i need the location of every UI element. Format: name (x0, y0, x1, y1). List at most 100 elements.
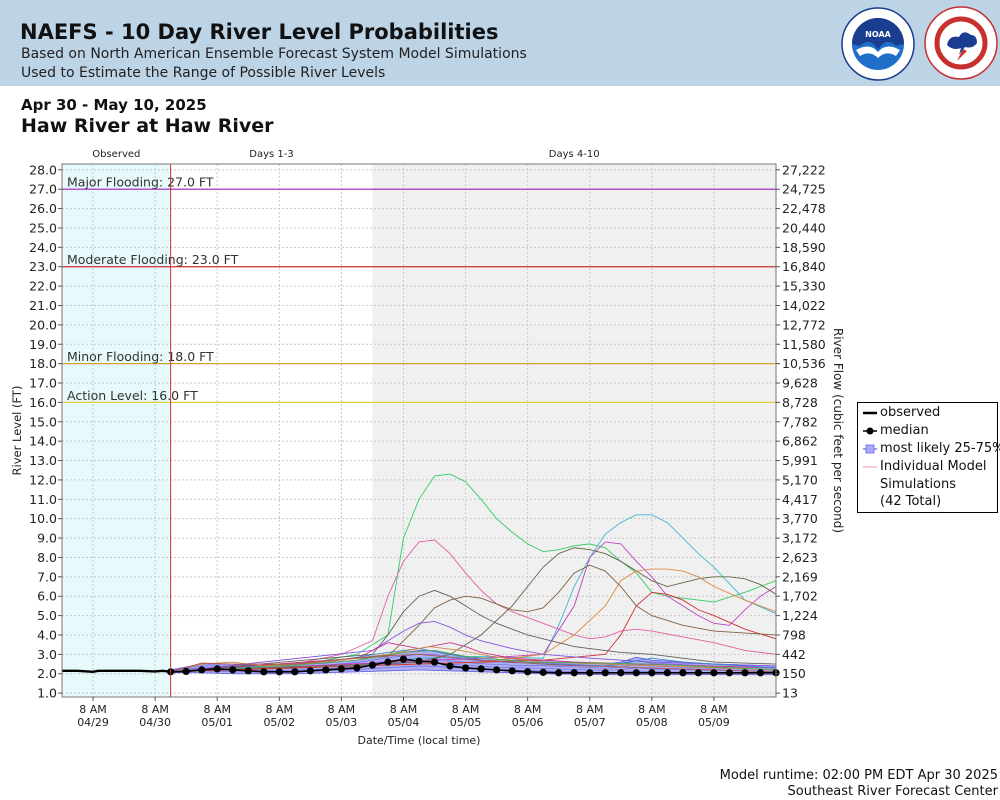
nws-logo-icon (924, 6, 998, 80)
observed-line-icon (863, 411, 877, 415)
median-point (555, 669, 563, 677)
y-axis-title: River Level (FT) (10, 386, 24, 476)
simulation-line (170, 473, 777, 673)
legend-label-individual-1: Individual Model (880, 459, 987, 474)
simulation-line (170, 589, 777, 673)
x-tick-date: 05/05 (450, 716, 482, 729)
flow-tick-label: 11,580 (782, 337, 826, 352)
y-tick-label: 3.0 (37, 647, 57, 662)
flow-tick-label: 1,224 (782, 608, 818, 623)
simulation-line (170, 539, 777, 673)
y-tick-label: 14.0 (29, 434, 57, 449)
median-point (539, 668, 547, 676)
y-tick-label: 6.0 (37, 589, 57, 604)
plot-border (61, 163, 777, 698)
flow-tick-label: 8,728 (782, 395, 818, 410)
x-tick-date: 05/07 (574, 716, 606, 729)
median-point (617, 669, 625, 677)
simulation-line (170, 547, 777, 673)
median-point (415, 657, 423, 665)
x-tick-date: 05/06 (512, 716, 544, 729)
legend-label-individual-3: (42 Total) (880, 494, 942, 509)
threshold-label: Moderate Flooding: 23.0 FT (67, 252, 239, 267)
threshold-label: Minor Flooding: 18.0 FT (67, 349, 214, 364)
flow-tick-label: 150 (782, 666, 806, 681)
y-tick-label: 2.0 (37, 666, 57, 681)
flow-tick-label: 27,222 (782, 162, 826, 177)
median-point (648, 669, 656, 677)
median-series (167, 655, 780, 677)
plot-frame (61, 163, 777, 698)
simulation-line (170, 653, 777, 673)
section-label: Days 4-10 (549, 149, 600, 160)
likely-band-icon (863, 444, 877, 454)
x-tick-time: 8 AM (514, 703, 542, 716)
median-point (244, 667, 252, 675)
y-tick-label: 22.0 (29, 279, 57, 294)
x-tick-time: 8 AM (390, 703, 418, 716)
y-tick-label: 19.0 (29, 337, 57, 352)
median-point (306, 667, 314, 675)
subtitle-purpose: Used to Estimate the Range of Possible R… (21, 65, 386, 81)
individual-line-icon (863, 466, 877, 468)
threshold-label: Major Flooding: 27.0 FT (67, 175, 214, 190)
median-point (632, 669, 640, 677)
median-point (570, 669, 578, 677)
legend-label-individual-2: Simulations (880, 477, 957, 492)
flow-tick-label: 16,840 (782, 259, 826, 274)
simulation-line (170, 591, 777, 673)
median-point (601, 669, 609, 677)
y-tick-label: 27.0 (29, 182, 57, 197)
median-point (725, 669, 734, 677)
median-point (322, 666, 330, 674)
x-tick-time: 8 AM (576, 703, 604, 716)
y-tick-label: 21.0 (29, 298, 57, 313)
simulation-line (170, 568, 777, 673)
section-label: Observed (92, 149, 140, 160)
noaa-logo-text: NOAA (865, 30, 891, 39)
legend-item-observed: observed (858, 404, 997, 422)
y-tick-label: 25.0 (29, 220, 57, 235)
y-tick-label: 10.0 (29, 511, 57, 526)
median-point (586, 669, 594, 677)
flow-tick-label: 12,772 (782, 317, 826, 332)
legend-item-individual: Individual Model (858, 458, 997, 476)
y-tick-label: 7.0 (37, 569, 57, 584)
median-point (337, 665, 345, 673)
x-tick-date: 05/08 (636, 716, 668, 729)
y-tick-label: 23.0 (29, 259, 57, 274)
x-axis-title: Date/Time (local time) (358, 734, 481, 747)
median-point (663, 669, 671, 677)
x-tick-time: 8 AM (79, 703, 107, 716)
legend-label-observed: observed (880, 405, 941, 420)
x-tick-date: 05/01 (201, 716, 233, 729)
median-point (430, 658, 439, 666)
date-range: Apr 30 - May 10, 2025 (21, 96, 207, 114)
chart-axes: Observed Days 1-3 Days 4-10 1.0 2.0 3.0 4.0 5.0… (10, 149, 845, 747)
y-tick-label: 13.0 (29, 453, 57, 468)
simulation-line (170, 541, 777, 673)
median-line (170, 658, 776, 674)
x-tick-date: 05/09 (698, 716, 730, 729)
y-tick-label: 18.0 (29, 356, 57, 371)
flow-tick-label: 2,623 (782, 550, 818, 565)
flow-tick-label: 14,022 (782, 298, 826, 313)
flood-thresholds: Major Flooding: 27.0 FT Moderate Flooding… (62, 175, 776, 403)
flow-tick-label: 10,536 (782, 356, 826, 371)
simulation-line (170, 642, 777, 673)
median-point (229, 666, 237, 674)
median-point (291, 668, 299, 676)
median-point (710, 669, 718, 677)
median-point (756, 669, 765, 677)
legend-label-likely: most likely 25-75% (880, 441, 1000, 456)
flow-tick-label: 22,478 (782, 201, 826, 216)
flow-tick-label: 442 (782, 647, 806, 662)
flow-tick-label: 798 (782, 627, 806, 642)
flow-tick-label: 2,169 (782, 569, 818, 584)
x-tick-time: 8 AM (328, 703, 356, 716)
median-point (741, 669, 749, 677)
flow-tick-label: 9,628 (782, 376, 818, 391)
days-4-10-bg (372, 164, 776, 697)
y-tick-label: 24.0 (29, 240, 57, 255)
chart-legend: observed median most likely 25-75% Indiv… (857, 402, 1000, 513)
